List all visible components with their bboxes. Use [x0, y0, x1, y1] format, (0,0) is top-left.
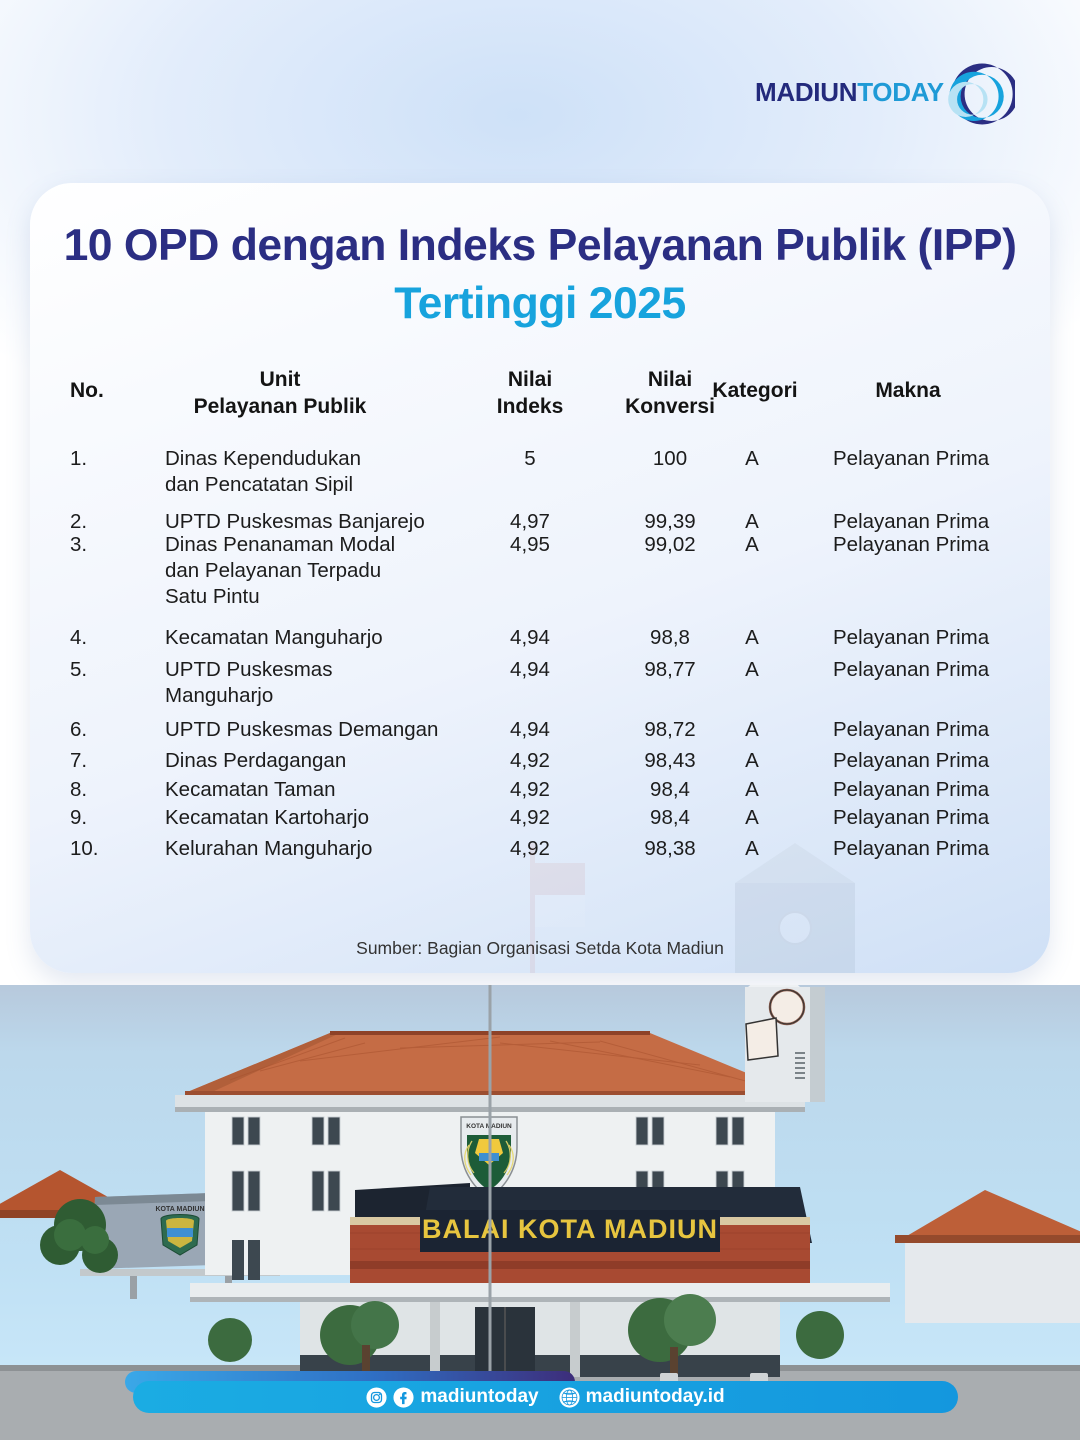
svg-text:KOTA MADIUN: KOTA MADIUN [156, 1206, 205, 1213]
svg-text:BALAI KOTA MADIUN: BALAI KOTA MADIUN [422, 1214, 718, 1244]
svg-text:MADIUNTODAY: MADIUNTODAY [755, 77, 944, 107]
